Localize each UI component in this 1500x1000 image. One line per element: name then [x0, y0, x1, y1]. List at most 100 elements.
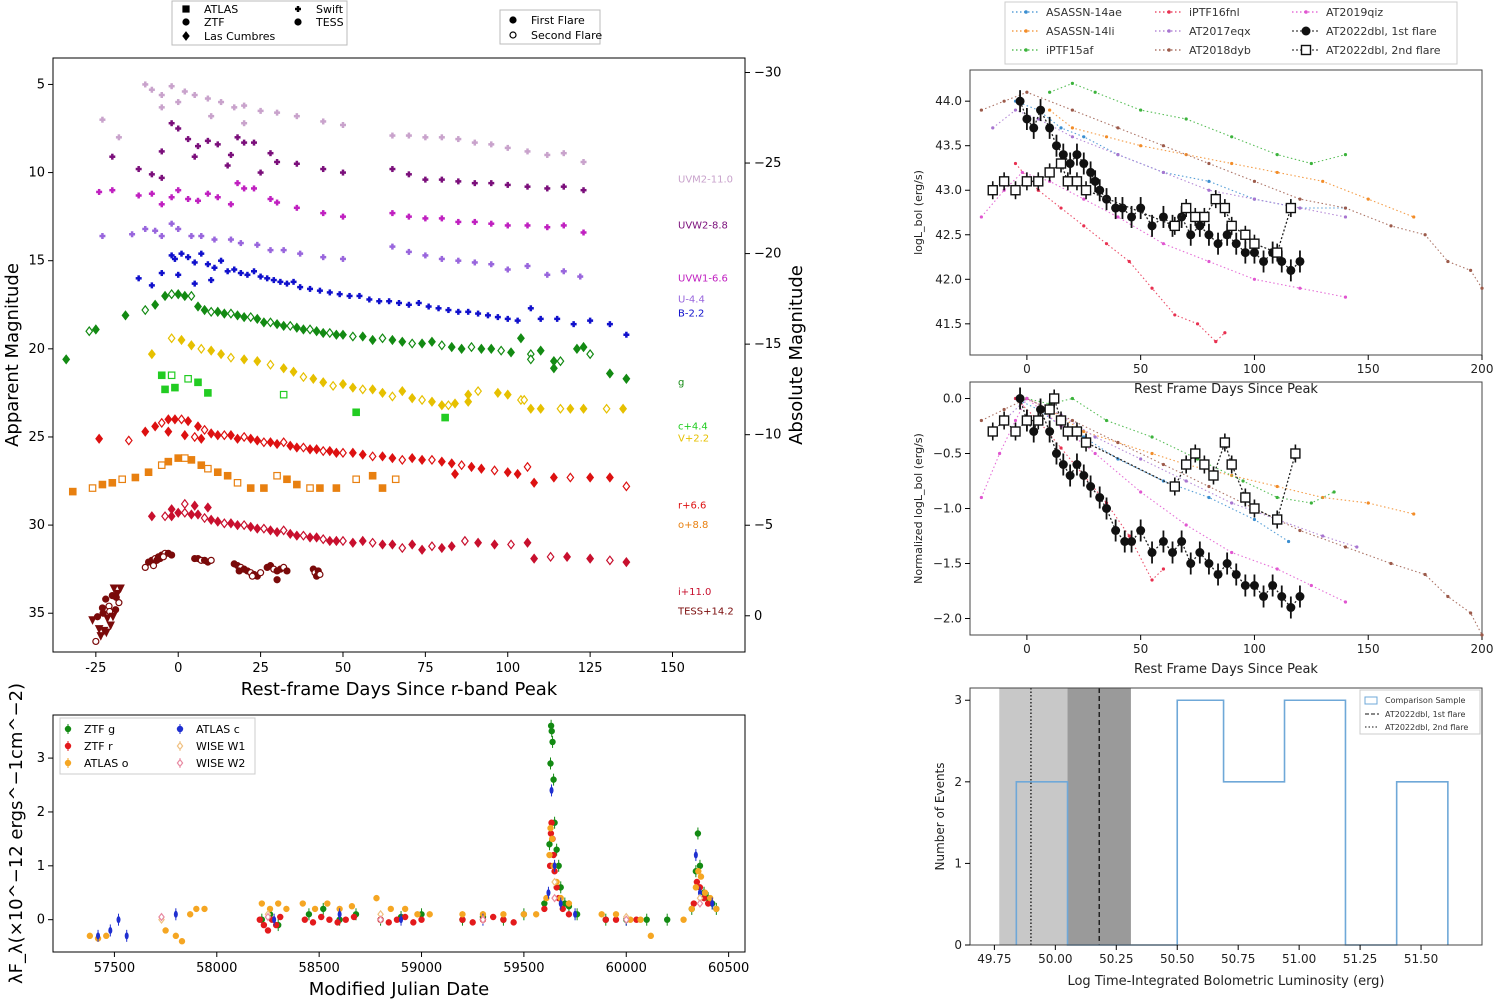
flux-point: [664, 916, 671, 923]
lc-point: [490, 539, 499, 550]
norm-point: [1139, 457, 1143, 461]
flux-point: [350, 913, 358, 921]
norm-line: [992, 396, 1297, 521]
lc-point: [112, 593, 120, 601]
lbol-point: [1446, 259, 1450, 264]
flux-point: [337, 910, 342, 918]
histogram-steps: [1015, 699, 1449, 946]
flux-point: [680, 916, 687, 923]
flux-point: [116, 916, 121, 924]
lbol-point: [1055, 158, 1067, 169]
norm-y-axis-label: Normalized logL_bol (erg/s): [912, 433, 925, 584]
lc-point: [148, 86, 155, 93]
flux-point: [401, 905, 409, 913]
lc-point: [488, 261, 495, 268]
norm-point: [1355, 545, 1359, 549]
lc-point: [418, 454, 427, 466]
lc-point: [368, 384, 377, 395]
norm-series: [1025, 396, 1336, 505]
lc-point: [526, 403, 535, 414]
lc-point: [319, 377, 328, 388]
lc-point: [214, 141, 221, 148]
norm-line: [1019, 398, 1301, 609]
lbol-point: [1223, 331, 1227, 335]
legend-marker: [64, 725, 72, 733]
norm-point: [1127, 537, 1137, 546]
lc-frame: [52, 57, 746, 653]
lc-xtick-label: -25: [85, 661, 106, 676]
lc-point: [336, 291, 343, 298]
norm-point: [1343, 600, 1348, 604]
lc-point: [167, 333, 176, 344]
lc-point: [241, 185, 248, 192]
lc-point: [167, 511, 176, 522]
lbol-point: [1059, 126, 1063, 130]
lc-point: [161, 290, 169, 302]
lc-point: [214, 194, 221, 201]
lbol-point: [1059, 206, 1063, 210]
hist-ytick-label: 0: [954, 938, 962, 952]
lc-point: [279, 437, 288, 448]
lbol-point: [1204, 230, 1214, 240]
norm-line: [1026, 397, 1335, 504]
flux-point: [385, 919, 392, 926]
flux-y-axis-label: λF_λ(×10^−12 ergs^−1cm^−2): [6, 683, 27, 984]
lbol-point: [1230, 135, 1234, 139]
lc-point: [524, 148, 531, 155]
lc-series-g: [62, 289, 631, 384]
lc-point: [254, 241, 261, 248]
flux-point: [266, 905, 274, 913]
lc-point: [93, 613, 102, 621]
norm-point: [1139, 490, 1143, 494]
lc-ytick-label: 5: [37, 77, 45, 92]
flux-point: [694, 830, 702, 837]
lbol-point: [1207, 161, 1211, 166]
legend-marker: [1167, 29, 1171, 33]
legend-label: Las Cumbres: [204, 30, 275, 43]
lc-point: [109, 584, 119, 594]
legend-marker: [182, 5, 190, 13]
legend-marker: [64, 759, 72, 767]
lc-point: [98, 480, 107, 489]
lc-point: [106, 621, 115, 631]
lbol-point: [1010, 185, 1021, 196]
lc-series-U: [99, 220, 584, 280]
norm-point: [1071, 426, 1083, 437]
lc-point: [161, 385, 169, 394]
norm-point: [1286, 603, 1296, 612]
lbol-line: [981, 91, 1483, 289]
lbol-line: [980, 171, 1346, 298]
lc-point: [240, 354, 249, 365]
lbol-point: [1033, 176, 1044, 187]
flux-point: [541, 905, 548, 913]
lc-point: [283, 280, 290, 287]
legend-marker: [1024, 29, 1028, 33]
norm-frame: [969, 381, 1483, 636]
lc-point: [537, 315, 544, 322]
norm-point: [1207, 495, 1211, 500]
lc-point: [563, 551, 572, 562]
flux-point: [690, 900, 698, 907]
lc-point: [167, 289, 176, 300]
lc-point: [151, 421, 160, 432]
lc-point: [587, 317, 594, 324]
lc-series-r: [95, 414, 631, 492]
lc-point: [556, 403, 565, 414]
flux-point: [275, 900, 282, 907]
flux-point: [547, 760, 554, 767]
lbol-point: [1207, 179, 1211, 183]
lc-point: [605, 555, 614, 566]
lc-point: [580, 158, 587, 165]
lc-point: [441, 413, 449, 422]
lc-point: [460, 535, 469, 547]
lc-point: [141, 563, 149, 571]
flux-point: [158, 912, 165, 922]
lc-point: [147, 511, 156, 522]
lbol-point: [1104, 242, 1109, 246]
norm-point: [1366, 501, 1370, 505]
legend-label: AT2018dyb: [1189, 44, 1251, 57]
lc-point: [231, 266, 238, 273]
norm-point: [1015, 394, 1025, 403]
flux-point: [555, 862, 562, 870]
lc-point: [190, 431, 199, 443]
